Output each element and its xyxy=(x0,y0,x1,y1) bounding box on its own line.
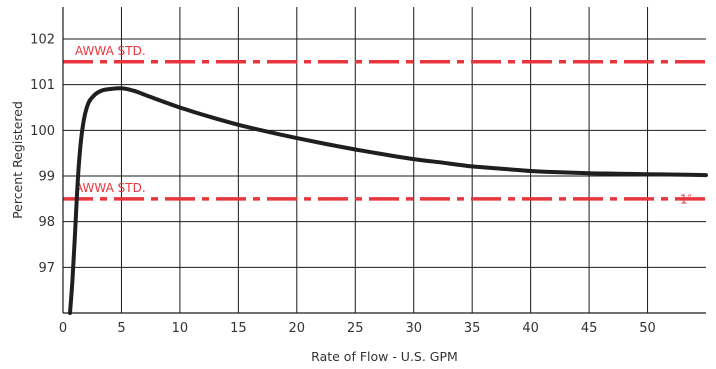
x-tick-label: 5 xyxy=(117,321,125,336)
y-tick-label: 102 xyxy=(30,32,55,47)
y-tick-label: 97 xyxy=(38,261,55,276)
y-tick-label: 101 xyxy=(30,78,55,93)
awwa-std-label: AWWA STD. xyxy=(75,44,146,58)
x-tick-label: 0 xyxy=(59,321,67,336)
x-tick-label: 15 xyxy=(230,321,247,336)
series-size-label: 1″ xyxy=(680,192,693,206)
x-tick-label: 50 xyxy=(639,321,656,336)
grid xyxy=(63,7,706,313)
axes xyxy=(62,7,706,314)
awwa-std-label: AWWA STD. xyxy=(75,181,146,195)
y-tick-label: 100 xyxy=(30,124,55,139)
accuracy-curve xyxy=(68,86,708,315)
tick-labels: 0 5 10 15 20 25 30 35 40 45 50 97 98 99 100 101 102 xyxy=(30,32,656,336)
x-tick-label: 10 xyxy=(172,321,189,336)
x-tick-label: 20 xyxy=(289,321,306,336)
y-tick-label: 98 xyxy=(38,215,55,230)
x-tick-label: 35 xyxy=(464,321,481,336)
y-axis-title: Percent Registered xyxy=(10,101,25,219)
x-tick-label: 30 xyxy=(405,321,422,336)
x-tick-label: 40 xyxy=(522,321,539,336)
reference-lines: AWWA STD. AWWA STD. xyxy=(63,44,706,201)
annotations: 1″ xyxy=(680,192,693,206)
series-layer xyxy=(68,86,708,315)
x-axis-title: Rate of Flow - U.S. GPM xyxy=(311,349,458,364)
x-tick-label: 45 xyxy=(581,321,598,336)
y-tick-label: 99 xyxy=(38,169,55,184)
x-tick-label: 25 xyxy=(347,321,364,336)
